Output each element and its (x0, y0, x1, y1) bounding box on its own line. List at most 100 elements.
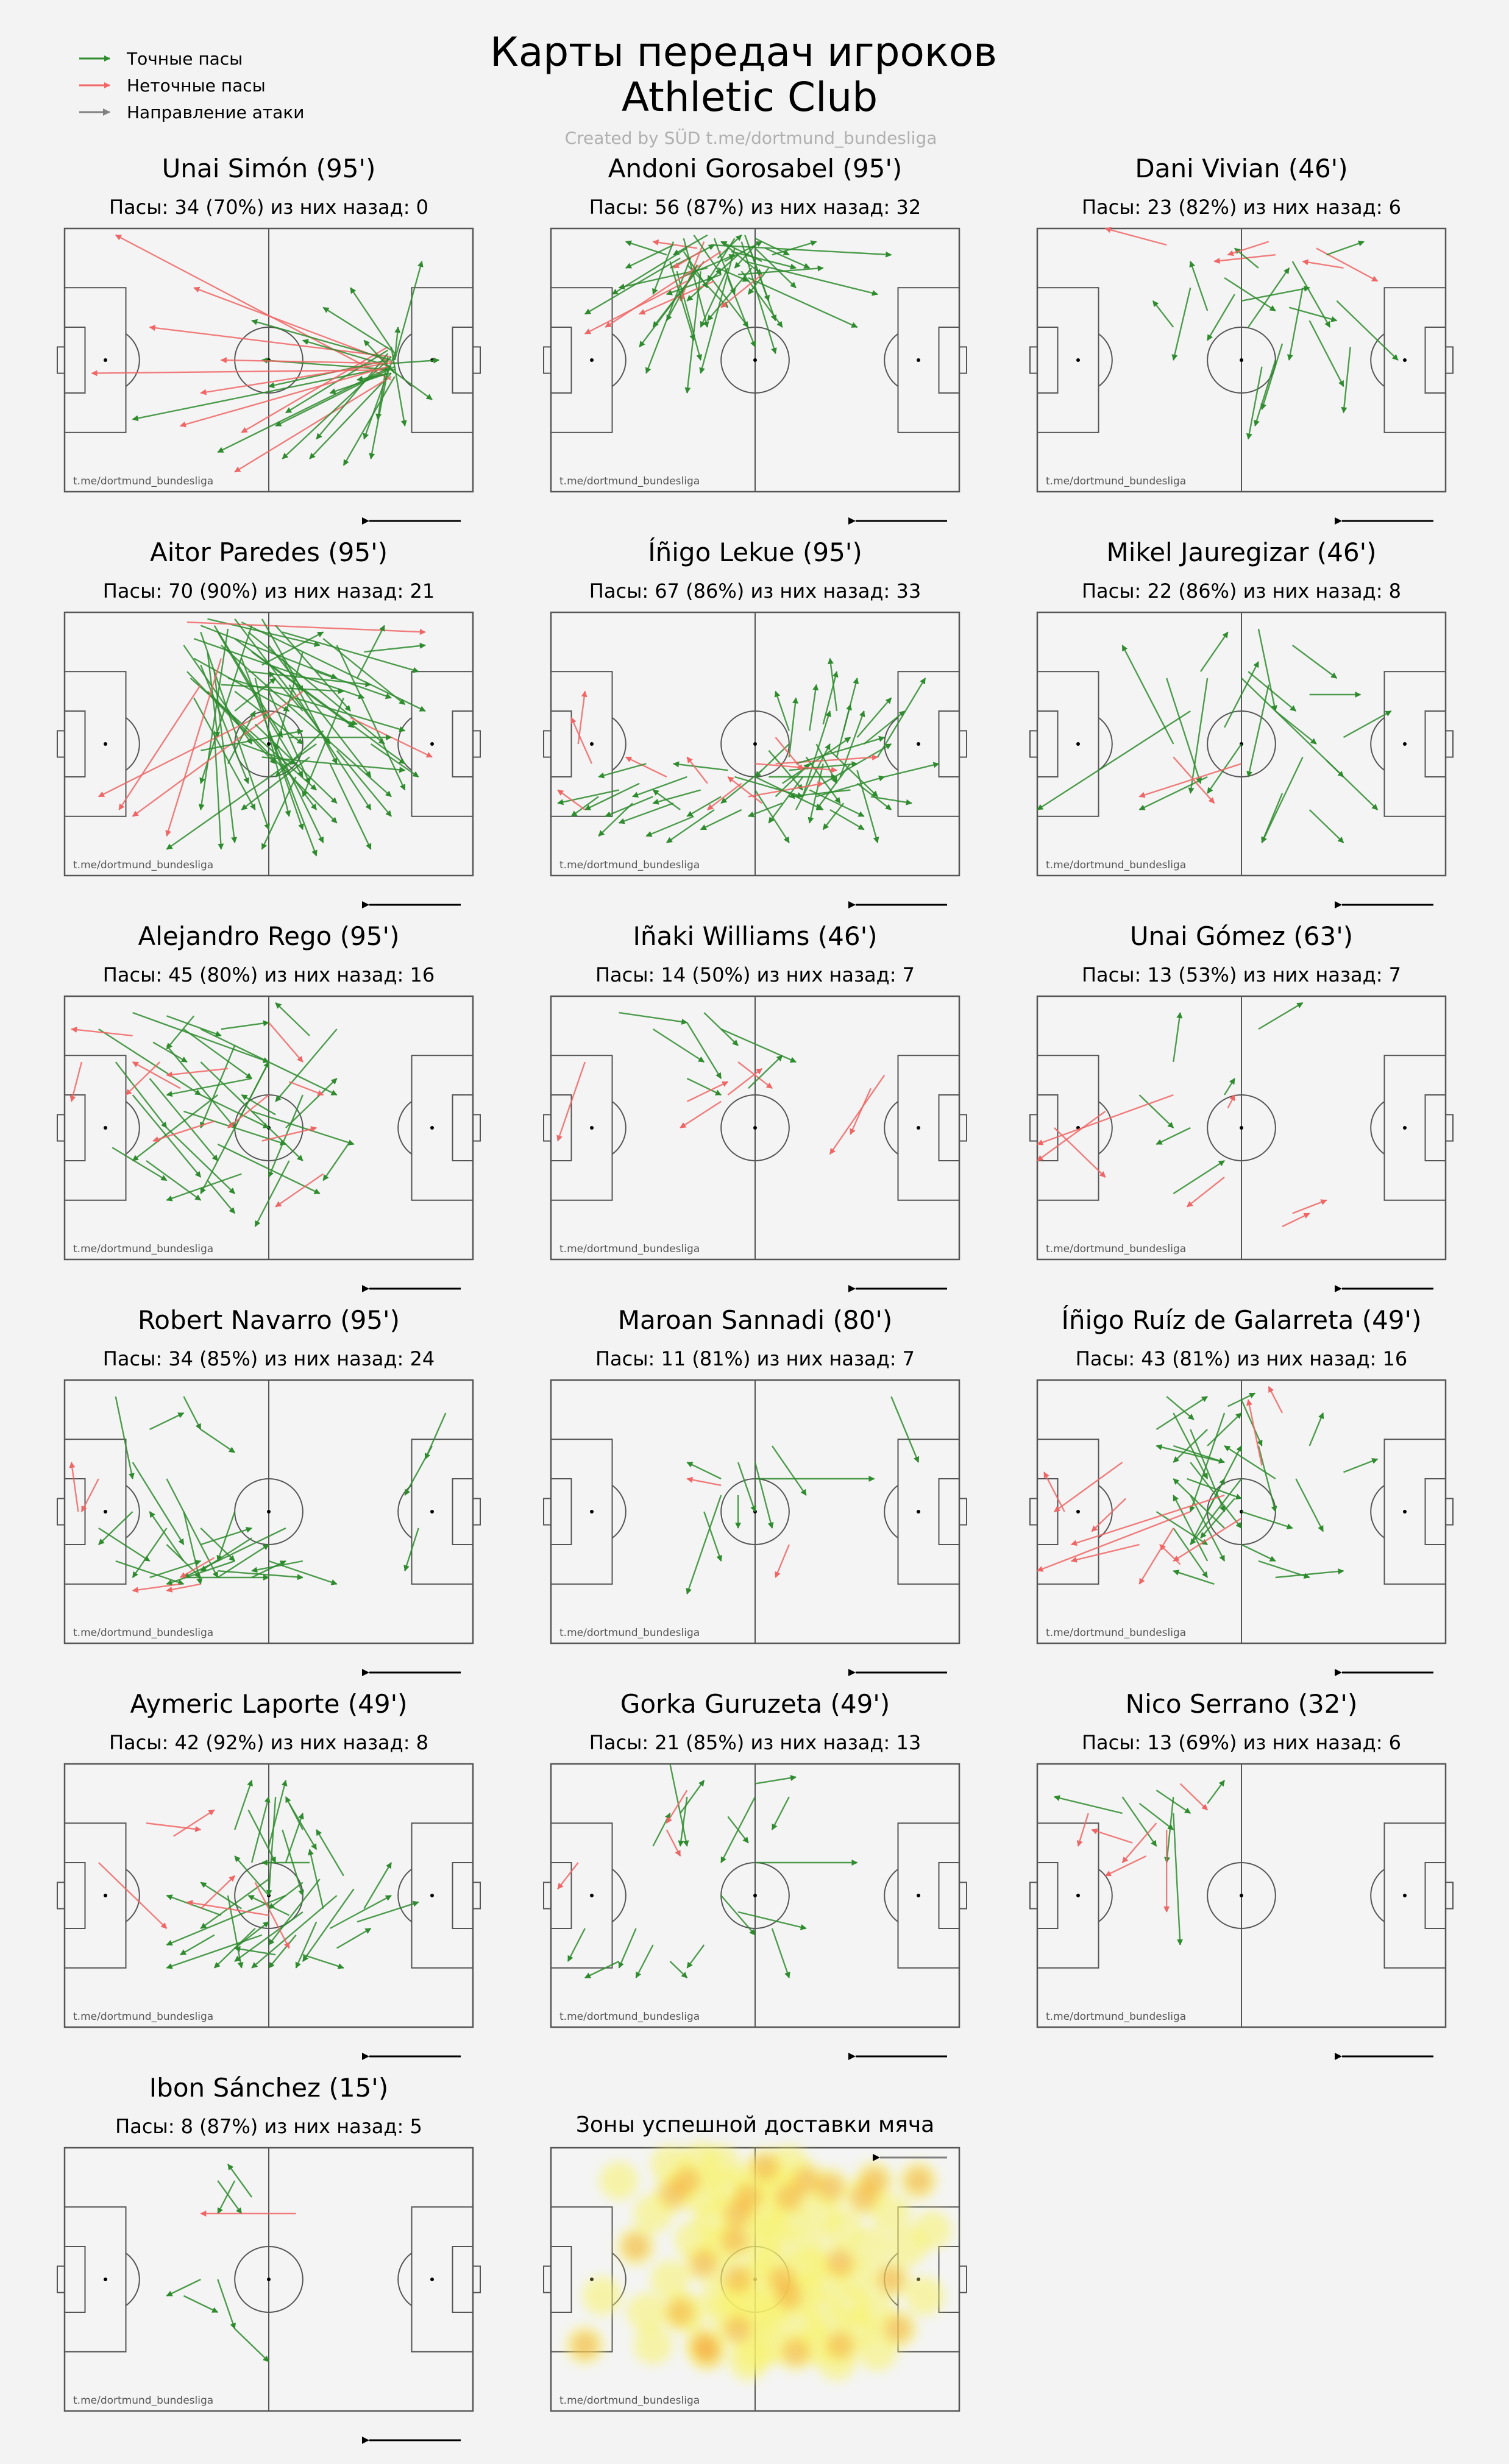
pass-accurate (251, 1110, 355, 1145)
heat-core (826, 2250, 854, 2276)
pass-accurate (567, 1928, 586, 1962)
legend-label: Неточные пасы (127, 76, 266, 96)
penalty-spot-left (104, 2278, 107, 2281)
pass-accurate (1341, 347, 1351, 414)
heat-core (725, 2315, 752, 2342)
pass-inaccurate (227, 1094, 269, 1128)
pass-accurate (275, 1002, 310, 1036)
pass-inaccurate (166, 1067, 229, 1078)
player-title: Aymeric Laporte (49') (130, 1689, 407, 1719)
pass-accurate (774, 690, 790, 731)
pass-inaccurate (754, 763, 837, 773)
pass-accurate (309, 372, 392, 459)
pass-accurate (322, 306, 392, 351)
pass-inaccurate (179, 1557, 215, 1579)
goal-right (472, 1498, 481, 1526)
heat-point (906, 2276, 945, 2315)
pass-accurate (843, 678, 859, 731)
pass-accurate (234, 618, 331, 745)
pass-inaccurate (1037, 1094, 1174, 1145)
penalty-arc-right (397, 2252, 413, 2307)
pass-inaccurate (132, 690, 304, 817)
penalty-spot-left (590, 358, 594, 362)
pass-accurate (132, 1011, 269, 1063)
pass-accurate (363, 339, 396, 374)
pass-inaccurate (254, 1882, 290, 1949)
player-panel: Ibon Sánchez (15') Пасы: 8 (87%) из них н… (57, 2073, 481, 2444)
center-spot (753, 1894, 757, 1897)
pass-accurate (1288, 306, 1338, 322)
pass-inaccurate (829, 1074, 886, 1155)
pass-accurate (754, 789, 790, 843)
watermark: t.me/dortmund_bundesliga (559, 2011, 700, 2023)
pass-accurate (1166, 1396, 1195, 1420)
pass-accurate (1275, 1568, 1344, 1579)
pass-accurate (666, 264, 698, 322)
pass-accurate (1188, 678, 1209, 794)
heat-core (783, 2338, 809, 2365)
pass-accurate (676, 271, 703, 361)
heatmap-panel: Зоны успешной доставки мяча t.me/dortmund… (543, 2112, 967, 2412)
pass-accurate (149, 1078, 219, 1161)
pass-accurate (201, 729, 304, 751)
player-title: Andoni Gorosabel (95') (608, 154, 903, 183)
penalty-spot-left (1076, 358, 1080, 362)
pass-accurate (275, 625, 351, 712)
goal-left (543, 2265, 552, 2293)
pass-accurate (183, 1028, 252, 1079)
pass-accurate (288, 684, 372, 810)
pass-accurate (274, 651, 304, 751)
pass-accurate (1173, 1570, 1215, 1585)
pass-accurate (1241, 286, 1310, 302)
heat-core (769, 2266, 796, 2293)
pass-accurate (740, 241, 777, 355)
pass-accurate (1343, 710, 1392, 738)
watermark: t.me/dortmund_bundesliga (73, 1627, 213, 1639)
pass-accurate (1200, 631, 1229, 672)
pass-accurate (282, 356, 392, 459)
pass-inaccurate (748, 781, 824, 798)
pass-accurate (115, 1061, 168, 1128)
pass-inaccurate (69, 1462, 79, 1512)
pass-accurate (632, 776, 687, 798)
pass-accurate (254, 1160, 290, 1227)
pass-accurate (686, 1944, 705, 1969)
pass-inaccurate (666, 1829, 681, 1857)
legend-label: Точные пасы (126, 49, 243, 69)
center-circle (1207, 710, 1276, 777)
heat-core (667, 2299, 694, 2326)
player-panel: Alejandro Rego (95') Пасы: 45 (80%) из ни… (57, 921, 481, 1292)
legend-entry: Неточные пасы (79, 76, 266, 96)
pass-accurate (166, 1127, 236, 1194)
player-stats: Пасы: 23 (82%) из них назад: 6 (1082, 196, 1401, 219)
heat-point (769, 2200, 809, 2240)
goal-right (959, 1114, 967, 1142)
watermark: t.me/dortmund_bundesliga (73, 2395, 213, 2407)
pass-accurate (686, 1461, 722, 1480)
pass-accurate (250, 1796, 271, 1863)
heat-core (905, 2167, 932, 2194)
heat-core (792, 2167, 820, 2194)
pass-accurate (829, 749, 878, 798)
center-circle (720, 327, 790, 394)
pass-accurate (680, 1780, 705, 1814)
player-stats: Пасы: 42 (92%) из них назад: 8 (109, 1731, 428, 1754)
pass-inaccurate (1037, 1111, 1106, 1161)
pass-inaccurate (268, 1022, 304, 1063)
pass-accurate (683, 251, 708, 289)
goal-right (472, 730, 481, 758)
heat-point (582, 2276, 622, 2315)
player-panel: Íñigo Ruíz de Galarreta (49') Пасы: 43 (8… (1029, 1305, 1454, 1676)
pass-accurate (329, 763, 372, 850)
player-title: Maroan Sannadi (80') (618, 1305, 893, 1335)
pass-accurate (1254, 359, 1276, 427)
player-panel: Gorka Guruzeta (49') Пасы: 21 (85%) из ни… (543, 1689, 967, 2060)
pass-accurate (1287, 287, 1304, 361)
pass-accurate (1241, 1543, 1276, 1562)
pass-accurate (391, 357, 440, 364)
pass-inaccurate (152, 1120, 215, 1142)
pass-accurate (234, 1911, 304, 1962)
center-spot (267, 1510, 271, 1513)
pass-accurate (734, 776, 804, 798)
pass-accurate (1156, 1127, 1191, 1145)
